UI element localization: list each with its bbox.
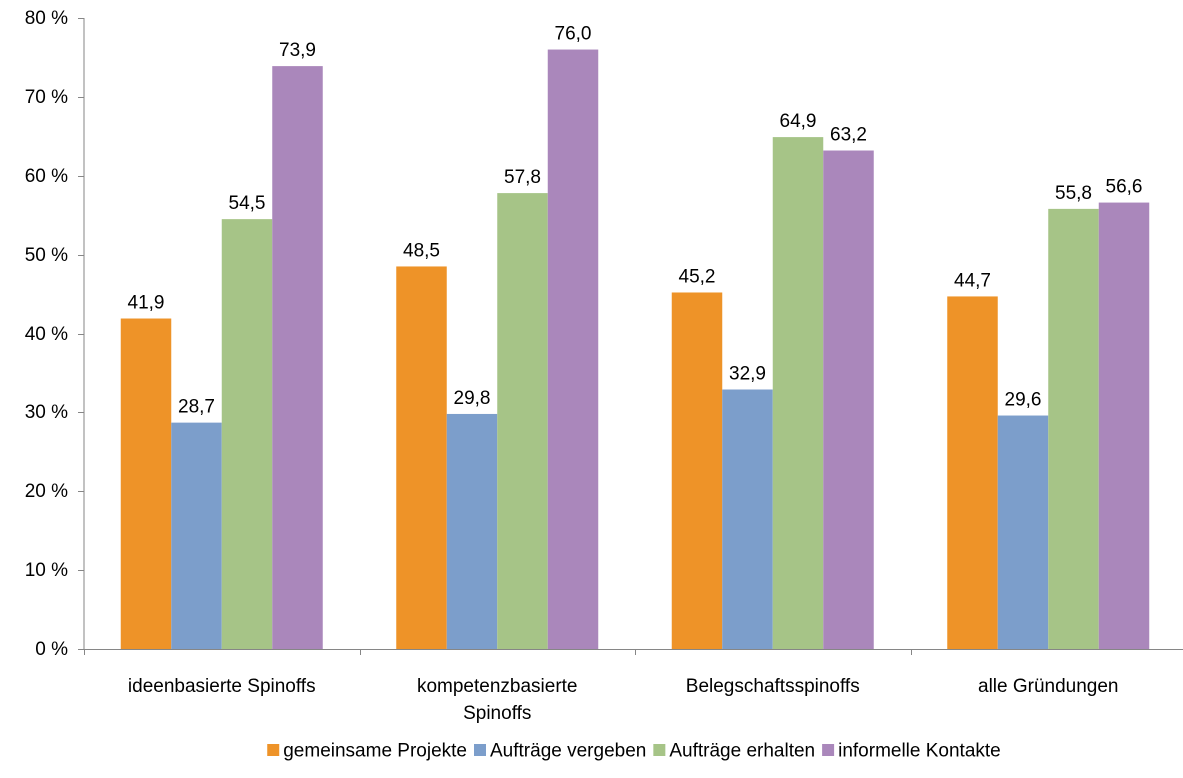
legend-label: gemeinsame Projekte [283, 741, 467, 762]
data-label: 73,9 [279, 40, 316, 61]
y-axis: 0 % 10 % 20 % 30 % 40 % 50 % 60 % 70 % 80 % [25, 8, 85, 660]
bar [396, 266, 447, 649]
legend-swatch [822, 744, 835, 756]
data-label: 64,9 [780, 111, 817, 132]
data-label: 44,7 [954, 270, 991, 291]
data-label: 63,2 [830, 125, 867, 146]
data-label: 56,6 [1106, 177, 1143, 198]
x-tick-label: kompetenzbasierte [417, 676, 578, 697]
legend-label: Aufträge vergeben [490, 741, 646, 762]
bar [221, 219, 273, 649]
x-axis: ideenbasierte Spinoffs kompetenzbasierte S… [84, 649, 1183, 724]
x-tick-label: ideenbasierte Spinoffs [128, 676, 316, 697]
data-label: 54,5 [229, 193, 266, 214]
y-tick-label: 0 % [35, 639, 68, 660]
y-tick-label: 20 % [25, 481, 68, 502]
data-label: 29,6 [1005, 390, 1042, 411]
bar [947, 296, 998, 649]
data-label: 32,9 [729, 364, 766, 385]
legend-swatch [267, 744, 280, 756]
y-tick-label: 30 % [25, 402, 68, 423]
data-label: 48,5 [403, 240, 440, 261]
bar [120, 318, 172, 649]
legend-label: informelle Kontakte [838, 741, 1001, 762]
y-tick-label: 40 % [25, 324, 68, 345]
y-tick-label: 60 % [25, 166, 68, 187]
x-tick-label: Spinoffs [463, 703, 531, 724]
bar [497, 193, 548, 650]
bar [446, 413, 498, 649]
bar [272, 66, 323, 649]
y-tick-label: 80 % [25, 8, 68, 29]
bar [772, 137, 824, 649]
legend-swatch [653, 744, 666, 756]
bar [722, 389, 773, 649]
data-label: 45,2 [679, 266, 716, 287]
bar [671, 292, 723, 649]
y-tick-label: 70 % [25, 87, 68, 108]
data-label: 76,0 [555, 24, 592, 45]
bar [547, 49, 599, 650]
x-tick-label: alle Gründungen [978, 676, 1119, 697]
data-label: 41,9 [128, 293, 165, 314]
legend: gemeinsame Projekte Aufträge vergeben Auft… [267, 741, 1001, 762]
data-label: 28,7 [178, 397, 215, 418]
y-tick-label: 10 % [25, 560, 68, 581]
y-tick-label: 50 % [25, 245, 68, 266]
bar [1098, 202, 1150, 649]
data-label: 29,8 [454, 388, 491, 409]
data-label: 57,8 [504, 167, 541, 188]
bar [997, 415, 1049, 649]
x-tick-label: Belegschaftsspinoffs [686, 676, 860, 697]
legend-label: Aufträge erhalten [669, 741, 815, 762]
data-label: 55,8 [1055, 183, 1092, 204]
value-labels: 41,9 28,7 54,5 73,9 48,5 29,8 57,8 76,0 45,2 32,9… [128, 24, 1143, 418]
bar [171, 422, 222, 649]
legend-swatch [474, 744, 486, 756]
bar [823, 150, 874, 649]
bars [120, 49, 1150, 650]
bar [1048, 208, 1099, 649]
